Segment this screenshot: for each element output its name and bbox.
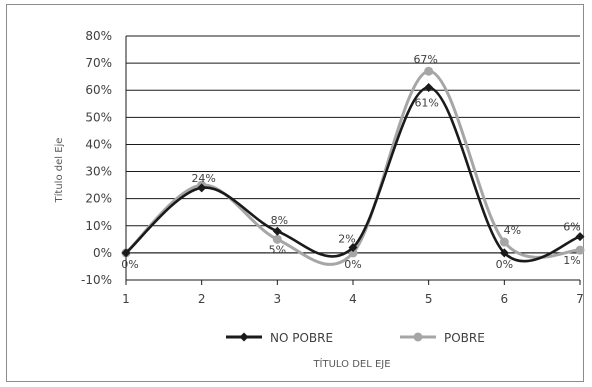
y-axis-title: Título del Eje [53, 138, 65, 204]
y-tick-label: 60% [85, 83, 112, 97]
y-tick-label: 80% [85, 29, 112, 43]
x-tick-label: 1 [122, 292, 130, 306]
data-label: 0% [344, 258, 361, 271]
point-no-pobre [499, 248, 509, 258]
x-tick-label: 5 [425, 292, 433, 306]
data-labels: 0% 24% 8% 2% 61% 0% 6% 5% 0% 67% 4% 1% [121, 53, 580, 271]
x-tick-label: 7 [576, 292, 584, 306]
y-tick-label: 20% [85, 192, 112, 206]
x-axis-title: TÍTULO DEL EJE [312, 357, 390, 370]
x-tick-label: 3 [274, 292, 282, 306]
y-tick-label: 10% [85, 219, 112, 233]
y-tick-label: 0% [93, 246, 112, 260]
y-axis-ticks: -10% 0% 10% 20% 30% 40% 50% 60% 70% 80% [81, 29, 112, 287]
point-pobre [499, 237, 509, 247]
point-no-pobre [348, 242, 358, 252]
x-tick-label: 2 [198, 292, 206, 306]
point-no-pobre [272, 226, 282, 236]
data-label: 6% [563, 221, 580, 234]
y-tick-label: 70% [85, 56, 112, 70]
chart-frame [6, 4, 584, 382]
x-tick-label: 6 [501, 292, 509, 306]
point-no-pobre [197, 183, 207, 193]
legend-label: POBRE [444, 331, 485, 345]
legend-marker [413, 332, 423, 342]
point-no-pobre [424, 83, 434, 93]
data-label: 67% [413, 53, 437, 66]
data-label: 8% [271, 214, 288, 227]
legend-marker [239, 332, 249, 342]
data-label: 4% [504, 224, 521, 237]
legend: NO POBRE POBRE [226, 331, 485, 345]
data-label: 5% [269, 243, 286, 256]
data-label: 1% [563, 254, 580, 267]
point-no-pobre [575, 232, 585, 242]
point-no-pobre [121, 248, 131, 258]
data-label: 2% [338, 232, 355, 245]
y-tick-label: 40% [85, 137, 112, 151]
y-tick-label: -10% [81, 273, 112, 287]
y-tick-label: 50% [85, 110, 112, 124]
series-group [121, 66, 585, 266]
point-pobre [575, 245, 585, 255]
data-label: 24% [191, 172, 215, 185]
x-tick-label: 4 [349, 292, 357, 306]
x-axis-ticks: 1 2 3 4 5 6 7 [122, 280, 584, 306]
point-pobre [272, 234, 282, 244]
point-pobre [424, 66, 434, 76]
data-label: 61% [414, 97, 438, 110]
legend-label: NO POBRE [270, 331, 333, 345]
data-label: 0% [496, 258, 513, 271]
y-tick-label: 30% [85, 165, 112, 179]
data-label: 0% [121, 258, 138, 271]
